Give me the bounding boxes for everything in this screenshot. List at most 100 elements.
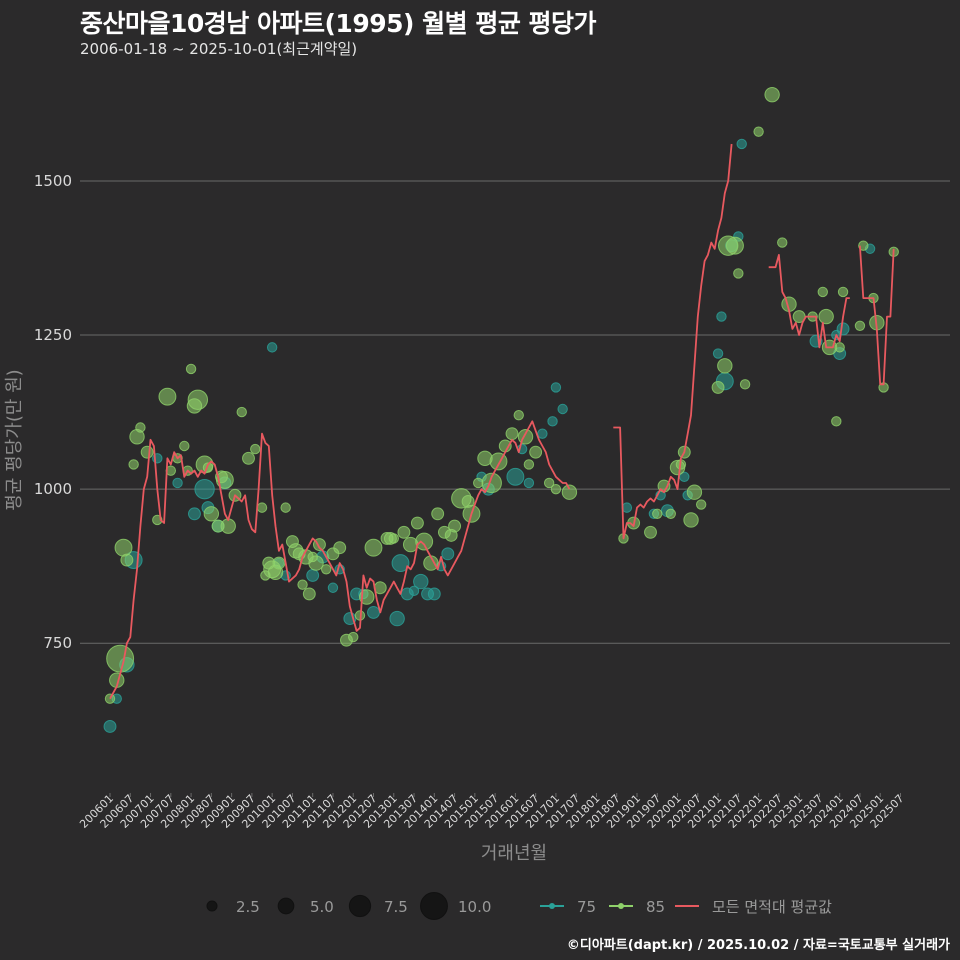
point-85: [128, 459, 139, 470]
point-85: [114, 538, 133, 557]
point-85: [135, 422, 146, 433]
point-85: [854, 320, 866, 331]
point-75: [194, 478, 215, 500]
chart-subtitle: 2006-01-18 ~ 2025-10-01(최근계약일): [80, 40, 358, 58]
point-85: [280, 502, 291, 513]
point-85: [242, 451, 255, 465]
point-85: [104, 693, 116, 704]
legend: 2.5 5.0 7.5 10.0 75 85 모든 면적대 평균값: [206, 892, 832, 920]
point-85: [505, 427, 519, 441]
point-75: [506, 467, 525, 486]
point-85: [388, 533, 399, 544]
point-85: [410, 516, 424, 530]
point-85: [415, 532, 434, 551]
point-85: [431, 507, 445, 521]
color-legend-label: 모든 면적대 평균값: [712, 898, 832, 916]
point-85: [513, 409, 524, 421]
point-85: [106, 644, 135, 673]
point-85: [726, 236, 744, 255]
point-85: [359, 589, 375, 605]
x-tick-layer: 2006012006072007012007072008012008072009…: [77, 792, 906, 831]
point-75: [712, 348, 724, 359]
color-legend-dot: [618, 903, 624, 909]
point-85: [818, 308, 834, 325]
point-85: [517, 429, 534, 445]
point-85: [185, 363, 197, 375]
point-85: [817, 286, 828, 298]
point-75: [391, 554, 410, 573]
point-85: [695, 499, 707, 510]
point-85: [644, 525, 657, 539]
point-85: [215, 470, 234, 489]
point-75: [716, 311, 727, 322]
point-75: [188, 507, 201, 521]
point-85: [837, 286, 849, 298]
point-75: [306, 568, 320, 582]
point-85: [120, 553, 134, 567]
point-75: [172, 477, 183, 489]
point-75: [367, 605, 380, 619]
point-85: [665, 508, 676, 519]
point-85: [717, 358, 733, 374]
point-85: [561, 484, 578, 500]
point-75: [327, 582, 339, 593]
point-85: [220, 518, 236, 534]
point-85: [652, 508, 663, 519]
point-85: [321, 564, 332, 575]
color-legend-dot: [549, 903, 555, 909]
point-85: [764, 86, 780, 103]
point-85: [203, 506, 220, 522]
chart-title: 중산마을10경남 아파트(1995) 월별 평균 평당가: [80, 9, 597, 38]
point-85: [711, 380, 725, 394]
point-85: [364, 538, 383, 557]
size-legend-dot: [277, 897, 295, 915]
point-75: [441, 547, 455, 561]
point-75: [408, 585, 420, 597]
x-axis-title: 거래년월: [481, 843, 547, 864]
point-75: [103, 719, 117, 733]
point-85: [140, 445, 154, 459]
point-85: [158, 387, 177, 406]
point-85: [297, 579, 308, 590]
color-legend-label: 75: [577, 898, 596, 916]
y-tick-label: 1500: [34, 172, 72, 190]
point-85: [686, 484, 703, 500]
point-75: [389, 610, 405, 627]
point-85: [739, 379, 751, 390]
point-75: [547, 416, 558, 427]
point-85: [543, 477, 555, 489]
y-tick-label: 750: [43, 634, 72, 652]
size-legend-label: 5.0: [310, 898, 334, 916]
point-85: [550, 483, 562, 495]
avg-line-segment: [859, 245, 895, 386]
point-85: [333, 541, 347, 555]
point-75: [523, 477, 535, 489]
point-75: [621, 502, 633, 513]
point-85: [302, 587, 316, 601]
point-85: [187, 389, 209, 410]
point-85: [348, 631, 359, 643]
size-legend-dot: [348, 894, 372, 918]
point-75: [427, 587, 441, 601]
avg-line-segment: [109, 420, 571, 700]
point-85: [523, 459, 535, 470]
point-85: [683, 512, 699, 528]
point-85: [473, 477, 484, 489]
point-85: [272, 556, 286, 570]
point-85: [308, 555, 324, 571]
point-85: [834, 342, 845, 353]
point-75: [557, 403, 568, 415]
point-85: [250, 443, 261, 455]
avg-line-segment: [613, 143, 733, 540]
point-85: [448, 519, 462, 533]
point-85: [397, 525, 411, 539]
size-legend-dot: [420, 892, 448, 920]
point-75: [537, 428, 548, 439]
y-tick-label: 1250: [34, 326, 72, 344]
point-85: [777, 237, 788, 248]
source-caption: ©디아파트(dapt.kr) / 2025.10.02 / 자료=국토교통부 실…: [566, 938, 950, 953]
point-85: [753, 126, 764, 137]
color-legend-label: 85: [646, 898, 665, 916]
point-85: [733, 268, 744, 279]
